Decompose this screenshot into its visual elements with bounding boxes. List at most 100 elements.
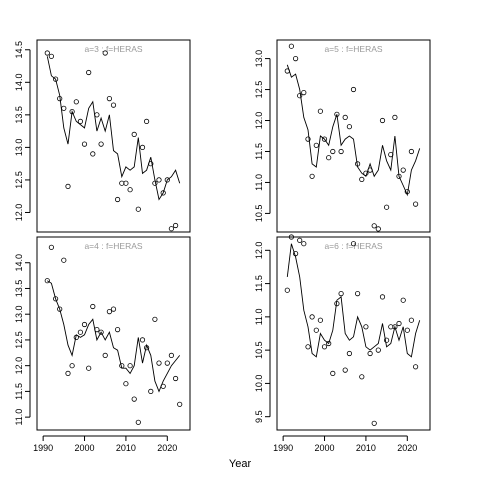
data-point: [379, 117, 386, 124]
data-point: [81, 321, 88, 328]
data-point: [363, 324, 369, 330]
data-point: [321, 136, 328, 142]
x-tick-label: 2000: [75, 443, 95, 453]
data-point: [383, 204, 390, 210]
y-tick-label: 11.5: [254, 275, 264, 292]
data-point: [73, 99, 79, 105]
data-point: [148, 161, 154, 167]
data-point: [77, 118, 84, 125]
y-tick-label: 12.5: [14, 171, 24, 189]
y-tick-label: 13.0: [14, 305, 24, 323]
y-tick-label: 10.5: [254, 341, 264, 359]
data-point: [309, 314, 315, 320]
data-point: [404, 189, 410, 195]
data-point: [65, 370, 71, 376]
data-point: [86, 69, 92, 76]
data-point: [309, 173, 315, 179]
data-point: [156, 360, 162, 366]
y-tick-label: 12.0: [14, 357, 24, 375]
y-tick-label: 11.5: [14, 383, 24, 400]
data-point: [326, 340, 332, 347]
data-point: [127, 363, 133, 369]
data-point: [115, 196, 121, 203]
data-point: [284, 287, 290, 293]
x-axis-label: Year: [229, 458, 252, 470]
fitted-line: [47, 280, 181, 393]
y-tick-label: 11.0: [14, 409, 24, 426]
data-point: [110, 306, 117, 312]
panel-frame: [276, 39, 431, 233]
y-tick-label: 13.5: [14, 106, 24, 124]
data-point: [284, 68, 290, 74]
data-point: [119, 363, 125, 369]
y-tick-label: 14.0: [14, 74, 24, 92]
data-point: [164, 360, 170, 366]
y-tick-label: 11.0: [254, 174, 264, 191]
y-tick-label: 12.0: [14, 204, 24, 222]
panel-frame: [36, 236, 191, 431]
data-point: [301, 90, 307, 96]
data-point: [98, 329, 104, 335]
data-point: [57, 96, 63, 102]
y-tick-label: 11.0: [254, 308, 264, 325]
data-point: [392, 324, 398, 330]
data-point: [350, 86, 357, 93]
data-point: [173, 222, 179, 229]
data-point: [144, 118, 150, 125]
data-point: [139, 144, 146, 150]
panel-4: a=6 : f=HERAS9.510.010.511.011.512.01990…: [254, 234, 431, 453]
data-point: [375, 347, 381, 353]
data-point: [144, 345, 150, 351]
data-point: [392, 114, 398, 121]
data-point: [346, 350, 352, 357]
x-tick-label: 1990: [273, 443, 293, 453]
data-point: [383, 337, 390, 343]
y-tick-label: 9.5: [254, 410, 264, 423]
data-point: [354, 290, 361, 297]
data-point: [52, 76, 59, 82]
data-point: [412, 364, 419, 370]
data-point: [305, 136, 311, 142]
data-point: [400, 167, 406, 173]
data-point: [86, 365, 92, 371]
data-point: [131, 131, 137, 137]
data-point: [313, 142, 319, 148]
data-point: [102, 352, 108, 358]
data-point: [330, 370, 336, 376]
data-point: [177, 401, 183, 407]
data-point: [123, 381, 129, 387]
data-point: [321, 344, 328, 350]
data-point: [152, 316, 158, 322]
data-point: [148, 388, 154, 394]
y-tick-label: 12.0: [254, 242, 264, 260]
data-point: [135, 206, 141, 212]
data-point: [168, 352, 174, 358]
x-tick-label: 2010: [356, 443, 376, 453]
data-point: [338, 290, 344, 297]
panels-group: a=3 : f=HERAS 12.0 12.5 13.0 13.5 14.0 14.5 a=5…: [14, 39, 431, 453]
data-point: [156, 177, 162, 183]
x-tick-label: 1990: [33, 443, 53, 453]
data-point: [350, 241, 357, 247]
data-point: [90, 303, 96, 310]
data-point: [301, 241, 307, 247]
data-point: [342, 367, 348, 373]
data-point: [396, 320, 402, 327]
panel-title: a=3 : f=HERAS: [84, 44, 142, 54]
data-point: [48, 244, 55, 250]
data-point: [338, 148, 344, 155]
data-point: [160, 383, 166, 389]
data-point: [313, 327, 319, 333]
panel-title: a=5 : f=HERAS: [324, 44, 382, 54]
data-point: [317, 317, 323, 323]
x-tick-label: 2020: [397, 443, 417, 453]
y-tick-label: 10.5: [254, 205, 264, 223]
fitted-line: [46, 56, 181, 201]
panel-3: a=4 : f=HERAS 11.0 11.5 12.0 12.5 13.0 13.5 14.…: [14, 236, 191, 453]
data-point: [73, 334, 79, 340]
data-point: [110, 102, 117, 108]
x-tick-label: 2010: [116, 443, 136, 453]
data-point: [297, 93, 303, 99]
data-point: [164, 177, 170, 183]
